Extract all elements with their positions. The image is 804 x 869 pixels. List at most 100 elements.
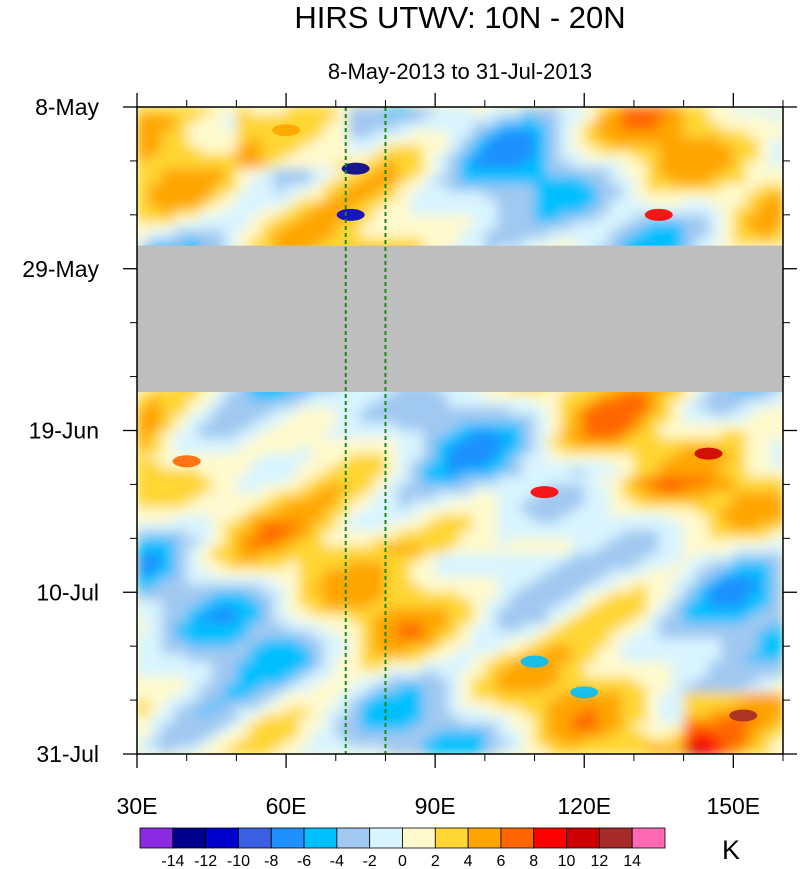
field-cell bbox=[609, 160, 623, 170]
field-cell bbox=[696, 114, 709, 123]
field-cell bbox=[435, 584, 449, 593]
field-cell bbox=[248, 222, 262, 231]
field-cell bbox=[236, 623, 250, 632]
field-cell bbox=[199, 184, 213, 193]
field-cell bbox=[720, 546, 734, 555]
field-cell bbox=[584, 392, 598, 401]
field-cell bbox=[571, 107, 585, 116]
field-cell bbox=[373, 160, 386, 170]
field-cell bbox=[410, 522, 424, 532]
field-cell bbox=[522, 430, 536, 439]
field-cell bbox=[310, 600, 324, 609]
field-cell bbox=[658, 600, 672, 609]
field-cell bbox=[609, 168, 623, 177]
field-cell bbox=[671, 569, 685, 578]
field-cell bbox=[472, 492, 486, 501]
field-cell bbox=[335, 222, 349, 231]
field-cell bbox=[658, 700, 672, 709]
field-cell bbox=[373, 569, 386, 578]
field-cell bbox=[161, 661, 175, 670]
field-cell bbox=[646, 392, 660, 401]
field-cell bbox=[373, 222, 386, 231]
field-cell bbox=[149, 546, 163, 555]
field-cell bbox=[273, 407, 287, 416]
field-cell bbox=[211, 214, 225, 224]
field-cell bbox=[646, 653, 660, 663]
field-cell bbox=[360, 723, 374, 732]
field-cell bbox=[547, 415, 560, 424]
field-cell bbox=[298, 553, 312, 562]
field-cell bbox=[671, 746, 685, 754]
field-cell bbox=[373, 630, 386, 640]
field-cell bbox=[348, 522, 362, 532]
field-cell bbox=[310, 469, 324, 478]
field-cell bbox=[696, 646, 709, 655]
field-cell bbox=[348, 669, 362, 678]
field-cell bbox=[360, 538, 374, 547]
field-cell bbox=[149, 576, 163, 586]
field-cell bbox=[385, 199, 399, 208]
field-cell bbox=[410, 107, 424, 116]
field-cell bbox=[186, 392, 200, 401]
field-cell bbox=[174, 214, 188, 224]
field-cell bbox=[447, 684, 461, 693]
field-cell bbox=[335, 476, 349, 485]
field-cell bbox=[596, 723, 610, 732]
field-cell bbox=[708, 553, 722, 562]
field-cell bbox=[547, 684, 560, 693]
field-cell bbox=[584, 715, 598, 724]
field-cell bbox=[522, 222, 536, 231]
field-cell bbox=[435, 484, 449, 493]
field-cell bbox=[683, 122, 697, 131]
field-cell bbox=[559, 461, 573, 470]
field-cell bbox=[335, 700, 349, 709]
field-cell bbox=[609, 438, 623, 447]
field-cell bbox=[633, 700, 647, 709]
field-cell bbox=[137, 438, 150, 447]
field-cell bbox=[633, 707, 647, 717]
field-cell bbox=[658, 230, 672, 239]
field-cell bbox=[286, 415, 300, 424]
field-cell bbox=[547, 438, 560, 447]
field-cell bbox=[335, 237, 349, 247]
field-cell bbox=[310, 638, 324, 647]
field-cell bbox=[186, 230, 200, 239]
field-cell bbox=[596, 584, 610, 593]
field-cell bbox=[161, 569, 175, 578]
field-cell bbox=[733, 630, 747, 640]
field-cell bbox=[261, 522, 275, 532]
field-cell bbox=[174, 237, 188, 247]
field-cell bbox=[460, 677, 473, 686]
colorbar-tick-label: 6 bbox=[496, 853, 505, 869]
field-cell bbox=[547, 546, 560, 555]
field-cell bbox=[671, 122, 685, 131]
field-cell bbox=[584, 600, 598, 609]
colorbar-swatch bbox=[303, 827, 338, 849]
field-cell bbox=[584, 499, 598, 509]
field-cell bbox=[199, 615, 213, 624]
field-cell bbox=[161, 484, 175, 493]
field-cell bbox=[447, 492, 461, 501]
field-cell bbox=[497, 392, 511, 401]
field-cell bbox=[435, 476, 449, 485]
field-cell bbox=[534, 515, 548, 524]
field-cell bbox=[211, 730, 225, 740]
field-cell bbox=[658, 392, 672, 401]
field-cell bbox=[658, 569, 672, 578]
field-cell bbox=[397, 191, 411, 200]
field-cell bbox=[658, 522, 672, 532]
field-cell bbox=[720, 576, 734, 586]
field-cell bbox=[236, 184, 250, 193]
field-cell bbox=[224, 569, 237, 578]
field-cell bbox=[435, 237, 449, 247]
field-cell bbox=[211, 546, 225, 555]
y-tick-label: 10-Jul bbox=[36, 579, 99, 605]
field-cell bbox=[696, 199, 709, 208]
field-cell bbox=[348, 453, 362, 462]
field-cell bbox=[497, 746, 511, 754]
field-cell bbox=[646, 738, 660, 747]
field-cell bbox=[609, 176, 623, 185]
field-cell bbox=[186, 492, 200, 501]
field-cell bbox=[621, 230, 635, 239]
field-cell bbox=[236, 114, 250, 123]
